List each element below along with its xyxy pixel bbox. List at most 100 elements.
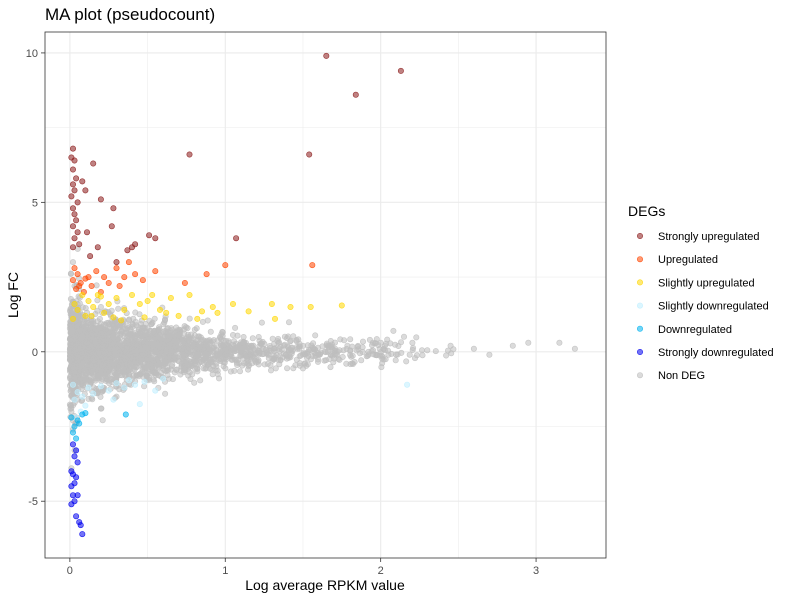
non-deg-point — [152, 363, 159, 370]
non-deg-point — [413, 334, 420, 341]
non-deg-point — [179, 337, 186, 344]
strongly-downregulated-point — [73, 513, 80, 520]
slightly-downregulated-point — [74, 389, 81, 396]
non-deg-point — [69, 309, 76, 316]
non-deg-point — [178, 363, 185, 370]
strongly-upregulated-point — [110, 205, 117, 212]
non-deg-point — [207, 339, 214, 346]
non-deg-point — [189, 359, 196, 366]
slightly-upregulated-point — [85, 297, 92, 304]
non-deg-point — [325, 344, 332, 351]
non-deg-point — [432, 348, 439, 355]
slightly-upregulated-point — [141, 314, 148, 321]
non-deg-point — [67, 270, 74, 277]
non-deg-point — [68, 368, 75, 375]
non-deg-point — [271, 354, 278, 361]
non-deg-point — [121, 354, 128, 361]
non-deg-point — [103, 345, 110, 352]
non-deg-point — [227, 368, 234, 375]
non-deg-point — [251, 346, 258, 353]
strongly-downregulated-point — [71, 453, 78, 460]
non-deg-point — [142, 364, 149, 371]
non-deg-point — [73, 374, 80, 381]
legend-key — [636, 302, 643, 309]
slightly-upregulated-point — [157, 306, 164, 313]
non-deg-point — [261, 340, 268, 347]
non-deg-point — [167, 366, 174, 373]
non-deg-point — [75, 354, 82, 361]
non-deg-point — [100, 338, 107, 345]
downregulated-point — [71, 423, 78, 430]
non-deg-point — [191, 379, 198, 386]
non-deg-point — [88, 320, 95, 327]
y-tick-label: 10 — [26, 48, 38, 60]
non-deg-point — [330, 359, 337, 366]
non-deg-point — [400, 333, 407, 340]
strongly-upregulated-point — [233, 235, 240, 242]
panel-border — [44, 31, 607, 559]
non-deg-point — [288, 348, 295, 355]
grid-lines — [45, 32, 606, 558]
non-deg-point — [114, 359, 121, 366]
non-deg-point — [238, 346, 245, 353]
legend-key — [636, 372, 643, 379]
slightly-upregulated-point — [74, 306, 81, 313]
non-deg-point — [382, 356, 389, 363]
non-deg-point — [397, 339, 404, 346]
non-deg-point — [385, 351, 392, 358]
upregulated-point — [88, 282, 95, 289]
upregulated-point — [132, 271, 139, 278]
non-deg-point — [133, 353, 140, 360]
slightly-downregulated-point — [132, 381, 139, 388]
non-deg-point — [75, 314, 82, 321]
slightly-upregulated-point — [214, 309, 221, 316]
non-deg-point — [213, 342, 220, 349]
non-deg-point — [184, 325, 191, 332]
strongly-upregulated-point — [323, 52, 330, 59]
non-deg-point — [358, 357, 365, 364]
non-deg-point — [143, 335, 150, 342]
strongly-upregulated-point — [71, 235, 78, 242]
non-deg-point — [285, 354, 292, 361]
non-deg-point — [341, 337, 348, 344]
slightly-downregulated-point — [70, 381, 77, 388]
slightly-downregulated-point — [160, 375, 167, 382]
non-deg-point — [394, 351, 401, 358]
non-deg-point — [114, 322, 121, 329]
slightly-upregulated-point — [88, 312, 95, 319]
strongly-upregulated-point — [84, 229, 91, 236]
non-deg-point — [93, 282, 100, 289]
non-deg-point — [258, 319, 265, 326]
non-deg-point — [372, 351, 379, 358]
non-deg-point — [162, 367, 169, 374]
non-deg-point — [207, 346, 214, 353]
strongly-upregulated-point — [186, 151, 193, 158]
non-deg-point — [179, 350, 186, 357]
slightly-upregulated-point — [136, 300, 143, 307]
non-deg-point — [95, 349, 102, 356]
non-deg-point — [167, 332, 174, 339]
non-deg-point — [92, 338, 99, 345]
slightly-upregulated-point — [70, 315, 77, 322]
non-deg-point — [328, 352, 335, 359]
non-deg-point — [108, 307, 115, 314]
plot-title: MA plot (pseudocount) — [45, 5, 215, 24]
legend-label: Upregulated — [658, 254, 718, 266]
non-deg-point — [343, 360, 350, 367]
strongly-upregulated-point — [70, 145, 77, 152]
non-deg-point — [293, 343, 300, 350]
downregulated-point — [79, 411, 86, 418]
non-deg-point — [197, 346, 204, 353]
non-deg-point — [380, 345, 387, 352]
slightly-downregulated-point — [141, 378, 148, 385]
strongly-downregulated-point — [70, 492, 77, 499]
slightly-downregulated-point — [136, 401, 143, 408]
non-deg-point — [410, 344, 417, 351]
non-deg-point — [424, 347, 431, 354]
slightly-upregulated-point — [175, 312, 182, 319]
non-deg-point — [97, 333, 104, 340]
slightly-upregulated-point — [113, 294, 120, 301]
non-deg-point — [107, 359, 114, 366]
slightly-upregulated-point — [110, 314, 117, 321]
non-deg-point — [470, 345, 477, 352]
